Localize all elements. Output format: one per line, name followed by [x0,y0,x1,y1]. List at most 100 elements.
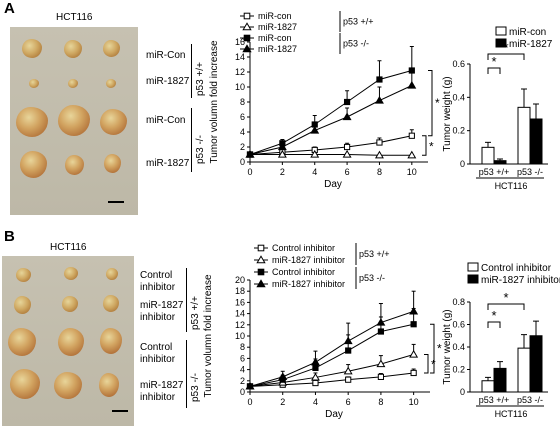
bar [529,118,543,165]
group-bracket [186,340,187,408]
y-tick-label: 14 [235,52,245,62]
x-tick-label: 0 [247,397,252,407]
y-tick-label: 0.6 [452,59,465,69]
category-label: p53 +/+ [479,167,510,177]
tumor [54,372,82,399]
data-point [408,132,415,139]
scale-bar [108,201,124,203]
data-point [345,376,352,383]
y-tick-label: 2 [240,142,245,152]
photo-label: miR-1827 [146,76,190,87]
significance-bracket [430,323,435,374]
legend-group-label: p53 +/+ [359,249,390,259]
group-label: p53 -/- [190,373,201,402]
scale-bar [112,410,128,412]
tumor [103,40,120,57]
bar [517,106,531,165]
y-tick-label: 4 [240,365,245,375]
category-label: p53 +/+ [479,395,510,405]
photo-label: Control inhibitor [140,342,176,365]
significance-bracket [487,53,525,60]
x-tick-label: 8 [378,397,383,407]
legend-label: miR-1827 inhibitor [272,279,345,289]
x-tick-label: 2 [280,397,285,407]
group-bracket [186,268,187,332]
data-point [343,366,353,375]
y-tick-label: 10 [235,331,245,341]
data-point [256,255,266,264]
tumor [14,296,31,314]
data-point [310,372,320,381]
significance-bracket [422,135,427,156]
series-line [249,323,414,387]
significance-star: * [435,96,440,110]
data-point [257,244,265,252]
legend-swatch [467,262,479,272]
data-point [376,139,383,146]
data-point [278,372,288,380]
bar [481,146,495,165]
x-axis-label: Day [325,409,343,420]
chart-a-line: 0 2 4 6 8 10 12 14 16 0 2 4 6 8 10 Day Tumor volumn fold… [209,11,440,190]
tumor [65,155,84,175]
group-label: p53 +/+ [195,62,206,96]
significance-bracket [424,353,429,374]
y-tick-label: 12 [235,67,245,77]
x-tick-label: 4 [313,397,318,407]
bar [529,335,543,393]
photo-label: miR-Con [146,115,186,126]
legend-label: Control inhibitor [272,267,335,277]
data-point [376,359,386,368]
data-point [343,336,353,345]
panel-b-photo-title: HCT116 [50,242,87,253]
data-point [342,149,352,158]
tumor [20,151,47,178]
significance-star: * [431,358,436,372]
legend-label: Control inhibitor [272,243,335,253]
legend-swatch [495,26,507,36]
panel-b-tumor-photo [2,256,134,426]
tumor [100,109,127,135]
data-point [376,76,383,83]
y-tick-label: 20 [235,275,245,285]
y-axis-label: Tumor weight (g) [442,309,453,384]
significance-star: * [437,342,442,356]
data-point [409,306,419,315]
x-tick-label: 6 [346,397,351,407]
bar [493,160,507,165]
tumor [62,296,78,312]
tumor [99,373,119,397]
y-axis-label: Tumor volumn fold increase [203,274,214,397]
tumor [103,295,119,312]
y-tick-label: 0.4 [452,92,465,102]
panel-a-tumor-photo [10,27,138,215]
x-tick-label: 6 [345,167,350,177]
series-line [249,372,414,387]
tumor [64,40,82,58]
data-point [245,381,255,390]
y-tick-label: 0.4 [452,342,465,352]
data-point [257,268,265,276]
significance-bracket [487,321,501,328]
category-label: p53 -/- [517,167,543,177]
series-line [250,154,412,156]
tumor [104,154,121,173]
data-point [312,379,319,387]
y-tick-label: 6 [240,353,245,363]
data-point [277,149,287,158]
photo-label: miR-1827 [146,158,190,169]
x-tick-label: 0 [247,167,252,177]
significance-bracket [487,303,525,310]
data-point [277,142,287,151]
group-bracket [191,108,192,172]
y-tick-label: 0 [240,157,245,167]
data-point [407,80,417,89]
series-line [249,135,412,155]
chart-a-bar: 0 0.2 0.4 0.6 Tumor weight (g) p53 +/+ p53 -/-… [442,26,553,191]
data-point [374,150,384,159]
series-line [249,310,414,387]
y-tick-label: 6 [240,112,245,122]
y-tick-label: 0 [240,387,245,397]
tumor [16,107,48,137]
